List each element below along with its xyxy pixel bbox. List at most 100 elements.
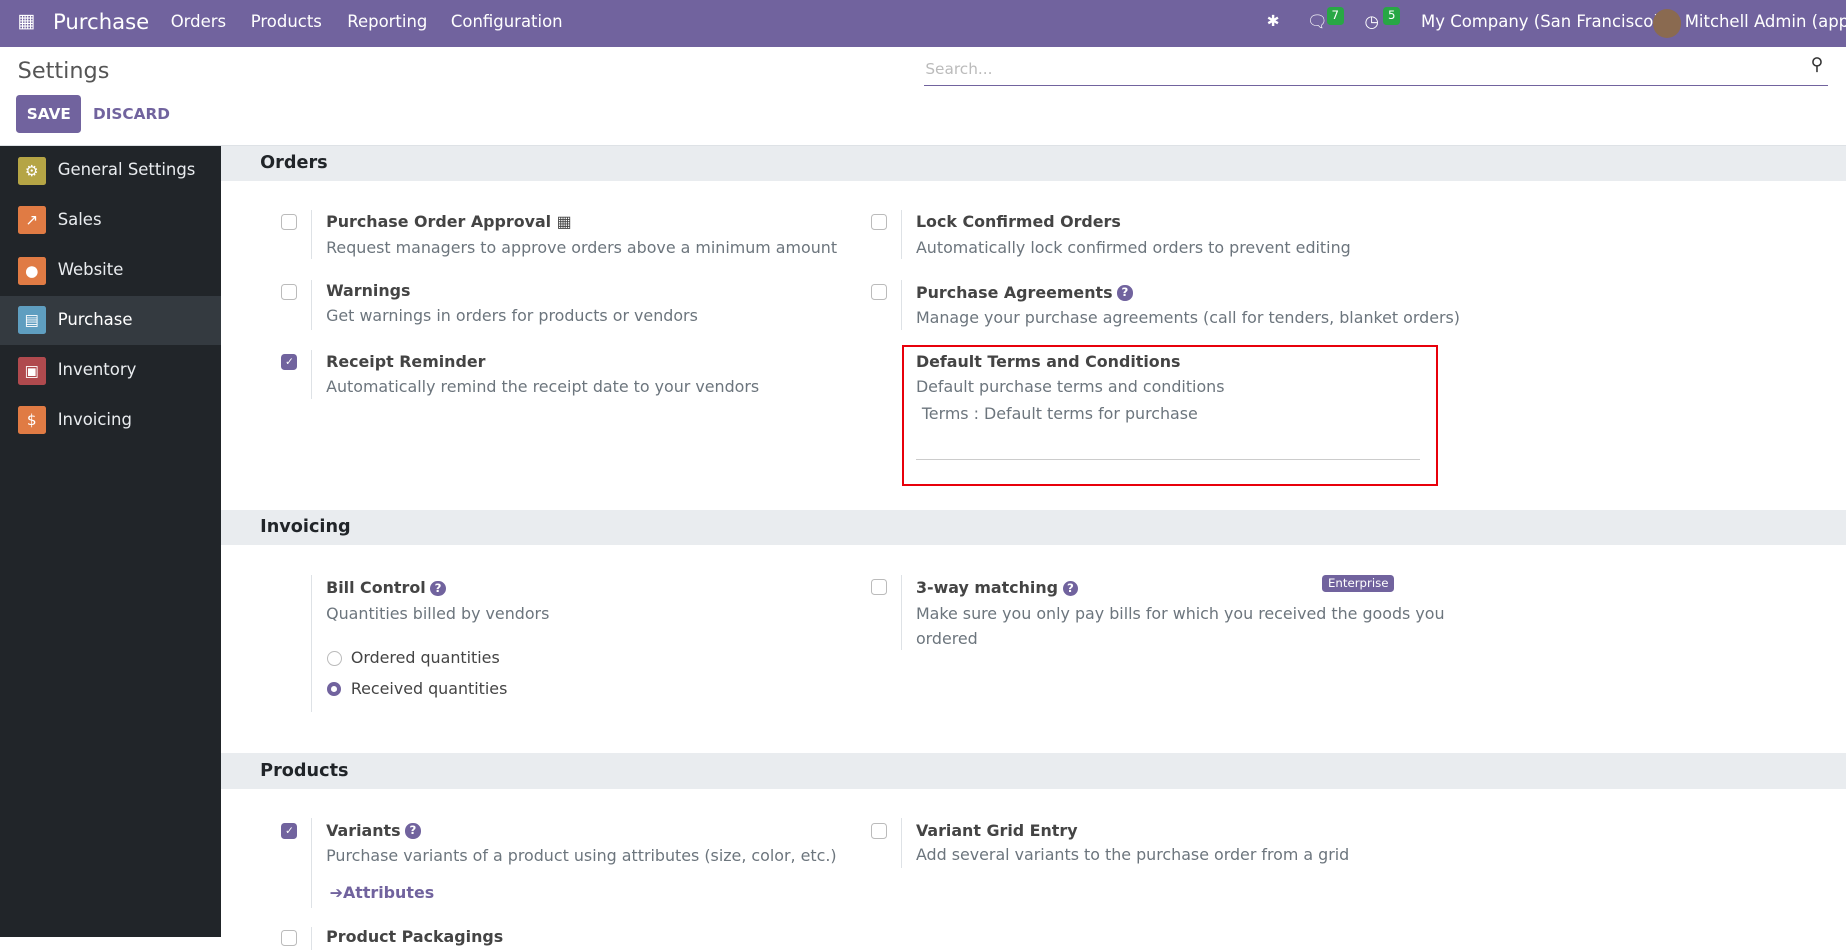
setting-title: Purchase Order Approval ▦ (326, 212, 572, 231)
credit-card-icon: ▤ (17, 306, 46, 335)
setting-title: Product Packagings (326, 926, 504, 946)
purchase-order-approval-checkbox[interactable] (281, 214, 298, 231)
setting-description: Get warnings in orders for products or v… (326, 306, 698, 326)
setting-description: Automatically remind the receipt date to… (326, 376, 760, 396)
search-input[interactable]: Search... ⚲ (924, 53, 1829, 86)
variant-grid-entry-checkbox[interactable] (871, 822, 888, 840)
setting-description: Purchase variants of a product using att… (326, 846, 837, 866)
section-title: Invoicing (260, 516, 351, 537)
setting-title-text: Bill Control (326, 578, 426, 598)
help-icon[interactable]: ? (1117, 285, 1133, 301)
purchase-agreements-checkbox[interactable] (871, 283, 888, 300)
setting-title: Lock Confirmed Orders (915, 211, 1121, 231)
sidebar-item-inventory[interactable]: ▣ Inventory (0, 346, 221, 395)
divider (310, 574, 312, 713)
textarea-underline (915, 459, 1420, 461)
radio-label: Ordered quantities (350, 647, 500, 667)
activities-clock-icon[interactable]: ◷ (1364, 11, 1379, 31)
menu-orders[interactable]: Orders (170, 11, 227, 31)
menu-products[interactable]: Products (250, 11, 322, 31)
setting-description: Automatically lock confirmed orders to p… (915, 237, 1351, 257)
divider (900, 280, 902, 330)
search-placeholder: Search... (925, 60, 993, 79)
attributes-link[interactable]: ➔Attributes (330, 883, 435, 902)
ordered-quantities-radio[interactable] (327, 651, 343, 666)
settings-sidebar: ⚙ General Settings ↗ Sales ● Website ▤ Purch… (0, 145, 222, 938)
divider (900, 209, 902, 259)
sidebar-item-label: General Settings (57, 160, 196, 180)
chart-icon: ↗ (17, 206, 46, 235)
setting-title: Purchase Agreements? (916, 283, 1133, 302)
lock-confirmed-orders-checkbox[interactable] (871, 214, 888, 231)
app-name[interactable]: Purchase (52, 9, 150, 35)
setting-title: Warnings (326, 281, 411, 301)
divider (900, 574, 902, 650)
sidebar-item-sales[interactable]: ↗ Sales (0, 195, 221, 244)
sidebar-item-label: Website (57, 260, 124, 280)
setting-description: Request managers to approve orders above… (326, 237, 838, 257)
receipt-reminder-checkbox[interactable]: ✓ (281, 354, 298, 371)
section-header-products: Products (221, 753, 1846, 789)
globe-icon: ● (17, 256, 46, 285)
enterprise-badge: Enterprise (1322, 574, 1395, 593)
setting-description: Add several variants to the purchase ord… (915, 845, 1350, 865)
received-quantities-radio[interactable] (327, 681, 342, 696)
terms-textarea[interactable]: Terms : Default terms for purchase (921, 403, 1198, 423)
setting-title-text: 3-way matching (915, 578, 1058, 598)
avatar[interactable] (1652, 9, 1682, 38)
messages-count-badge: 7 (1326, 7, 1344, 25)
sidebar-item-invoicing[interactable]: $ Invoicing (0, 396, 221, 445)
arrow-right-icon: ➔ (329, 882, 343, 902)
top-navbar: ▦ Purchase Orders Products Reporting Con… (0, 0, 1846, 48)
setting-title: Variant Grid Entry (915, 820, 1078, 840)
invoice-icon: $ (17, 406, 46, 435)
box-icon: ▣ (17, 356, 46, 385)
section-header-invoicing: Invoicing (221, 509, 1846, 546)
setting-title: Bill Control? (326, 578, 446, 597)
setting-description: Manage your purchase agreements (call fo… (915, 308, 1460, 328)
sidebar-item-label: Sales (57, 209, 102, 229)
discard-button[interactable]: DISCARD (93, 104, 170, 123)
company-switcher[interactable]: My Company (San Francisco) (1421, 11, 1660, 31)
menu-reporting[interactable]: Reporting (347, 11, 428, 31)
section-header-orders: Orders (221, 145, 1846, 182)
debug-bug-icon[interactable]: ✱ (1266, 11, 1280, 30)
divider (310, 818, 312, 908)
setting-title: Default Terms and Conditions (915, 352, 1181, 371)
apps-menu-icon[interactable]: ▦ (17, 10, 36, 32)
setting-description: Quantities billed by vendors (326, 603, 550, 623)
divider (310, 349, 312, 400)
sidebar-item-purchase[interactable]: ▤ Purchase (0, 295, 222, 345)
menu-configuration[interactable]: Configuration (450, 11, 563, 31)
setting-description: Make sure you only pay bills for which y… (915, 603, 1445, 623)
messages-icon[interactable]: 🗨 (1306, 11, 1328, 31)
gear-icon: ⚙ (17, 156, 46, 185)
setting-title-text: Variants (326, 820, 401, 840)
activities-count-badge: 5 (1383, 7, 1401, 25)
help-icon[interactable]: ? (1062, 580, 1078, 597)
setting-description: Default purchase terms and conditions (915, 376, 1225, 396)
divider (310, 209, 312, 259)
link-label: Attributes (342, 882, 435, 902)
help-icon[interactable]: ? (405, 823, 421, 839)
warnings-checkbox[interactable] (281, 283, 298, 300)
setting-title: Variants? (326, 820, 421, 840)
divider (310, 280, 312, 330)
sidebar-item-website[interactable]: ● Website (0, 246, 221, 295)
sidebar-item-label: Purchase (57, 309, 133, 329)
user-menu[interactable]: Mitchell Admin (app) (1684, 11, 1846, 31)
section-title: Orders (260, 153, 328, 174)
three-way-matching-checkbox[interactable] (871, 579, 888, 596)
setting-title: Receipt Reminder (326, 352, 486, 371)
product-packagings-checkbox[interactable] (281, 930, 298, 947)
sidebar-item-label: Inventory (57, 360, 137, 380)
save-button[interactable]: SAVE (16, 95, 82, 134)
radio-label: Received quantities (350, 679, 508, 699)
sidebar-item-general-settings[interactable]: ⚙ General Settings (0, 146, 221, 195)
help-icon[interactable]: ? (430, 580, 446, 597)
setting-title: 3-way matching? (916, 578, 1078, 597)
search-icon[interactable]: ⚲ (1810, 55, 1824, 76)
section-title: Products (260, 760, 349, 781)
variants-checkbox[interactable]: ✓ (281, 822, 298, 840)
divider (310, 926, 312, 950)
